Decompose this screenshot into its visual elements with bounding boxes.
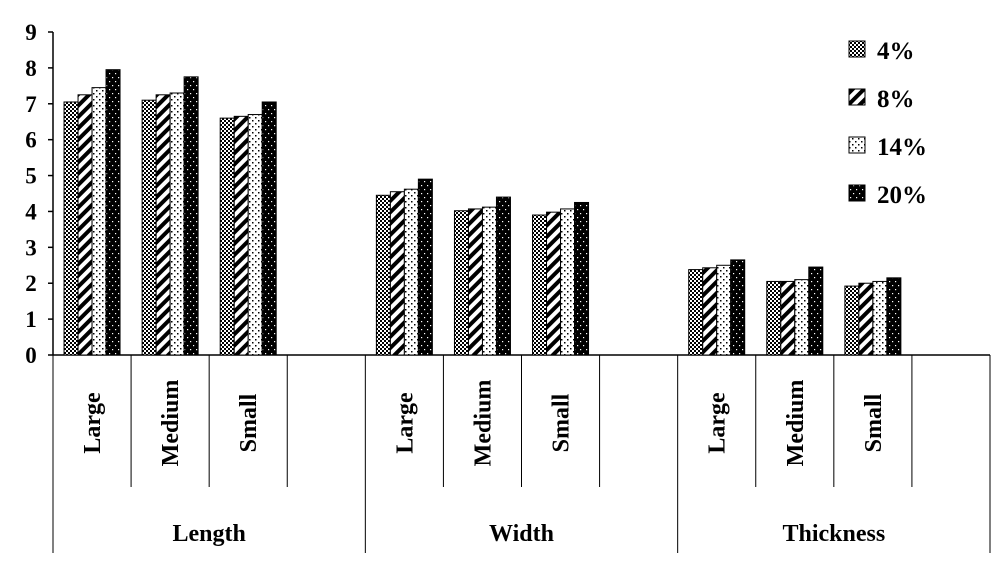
legend-label: 4% [877,38,915,65]
bar-length-medium-4pct [141,99,157,356]
group-label: Width [489,521,554,547]
bars [63,69,902,356]
bar-length-small-20pct [261,101,277,356]
y-tick-label: 6 [25,128,37,153]
category-label: Large [705,392,731,454]
category-label: Medium [783,380,809,467]
bar-width-large-20pct [417,178,433,356]
bar-thickness-medium-14pct [794,279,810,356]
legend-swatch [848,40,866,58]
bar-thickness-medium-8pct [780,280,796,356]
legend-label: 14% [877,134,927,161]
legend-label: 20% [877,182,927,209]
bar-thickness-large-4pct [688,269,704,356]
bar-length-medium-14pct [169,92,185,356]
bar-width-small-8pct [546,211,562,356]
x-axis: Large Medium Small Length Large Medium Small Wi… [52,354,991,553]
category-label: Large [392,392,418,454]
bar-length-large-8pct [77,94,93,356]
bar-width-large-14pct [403,188,419,356]
y-tick-label: 8 [25,56,37,81]
category-label: Medium [470,380,496,467]
bar-width-medium-20pct [495,196,511,356]
legend: 4% 8% 14% 20% [848,38,927,209]
bar-thickness-medium-4pct [766,280,782,356]
group-label: Thickness [782,521,885,547]
legend-label: 8% [877,86,915,113]
y-tick-label: 4 [25,199,37,224]
bar-width-medium-14pct [481,206,497,356]
bar-width-large-4pct [375,194,391,356]
y-tick-label: 0 [25,343,37,368]
bar-length-medium-8pct [155,94,171,356]
bar-width-small-20pct [574,201,590,356]
bar-thickness-small-4pct [844,285,860,356]
bar-length-medium-20pct [183,76,199,356]
bar-length-large-4pct [63,101,79,356]
y-axis: 0 1 2 3 4 5 6 7 8 9 [25,20,54,368]
bar-thickness-small-14pct [872,280,888,356]
bar-width-small-14pct [560,208,576,356]
bar-length-large-14pct [91,87,107,356]
group-label: Length [172,521,245,547]
bar-length-small-4pct [219,117,235,356]
legend-swatch [848,136,866,154]
bar-width-small-4pct [532,214,548,356]
bar-thickness-large-14pct [716,264,732,356]
category-label: Large [80,392,106,454]
bar-thickness-small-20pct [886,277,902,356]
bar-length-small-8pct [233,115,249,356]
bar-thickness-large-20pct [730,259,746,356]
category-label: Small [549,393,575,452]
category-label: Small [236,393,262,452]
bar-thickness-large-8pct [702,267,718,356]
y-tick-label: 1 [25,307,37,332]
bar-length-small-14pct [247,114,263,356]
y-tick-label: 9 [25,20,37,45]
bar-width-medium-4pct [453,210,469,356]
bar-thickness-small-8pct [858,282,874,356]
y-tick-label: 2 [25,271,37,296]
y-tick-label: 7 [25,92,37,117]
y-tick-label: 5 [25,164,37,189]
category-label: Small [861,393,887,452]
category-label: Medium [158,380,184,467]
bar-width-large-8pct [389,191,405,356]
bar-width-medium-8pct [467,208,483,356]
bar-length-large-20pct [105,69,121,356]
bar-thickness-medium-20pct [808,266,824,356]
legend-swatch [848,88,866,106]
legend-swatch [848,184,866,202]
y-tick-label: 3 [25,235,37,260]
